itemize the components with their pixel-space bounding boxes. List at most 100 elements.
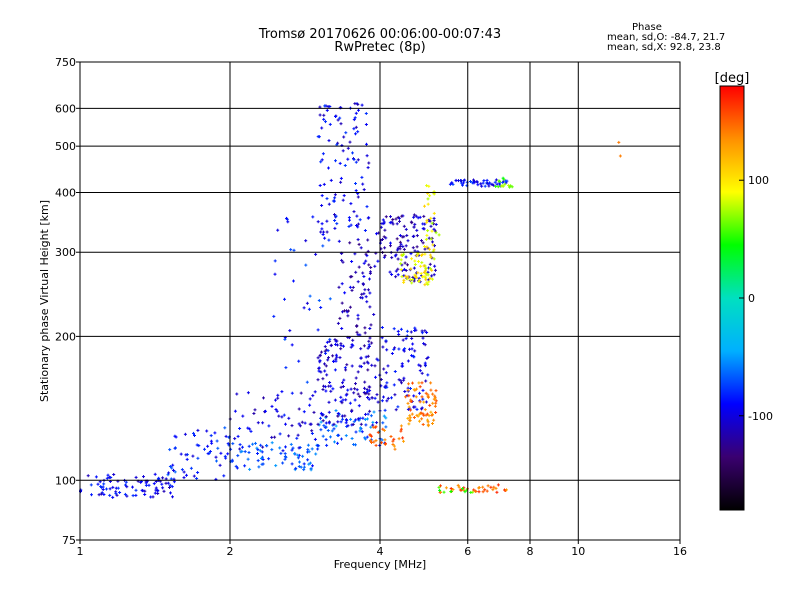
data-point xyxy=(410,347,414,351)
data-point xyxy=(394,269,398,273)
data-point xyxy=(399,327,403,331)
data-point xyxy=(321,388,325,391)
data-point xyxy=(289,442,293,446)
data-point xyxy=(396,215,400,219)
data-point xyxy=(158,479,162,483)
data-point xyxy=(100,491,104,495)
data-point xyxy=(168,483,172,487)
data-point xyxy=(394,275,398,279)
data-point xyxy=(373,396,377,400)
data-point xyxy=(463,178,467,182)
data-point xyxy=(424,391,428,395)
data-point xyxy=(398,234,402,237)
data-point xyxy=(102,493,106,496)
data-point xyxy=(374,375,377,379)
data-point xyxy=(290,462,294,466)
data-point xyxy=(480,184,484,188)
data-point xyxy=(349,387,353,391)
data-point xyxy=(355,388,359,392)
data-point xyxy=(333,219,337,222)
data-point xyxy=(398,245,402,248)
data-point xyxy=(316,220,320,224)
data-point xyxy=(324,425,328,429)
data-point xyxy=(389,244,392,248)
data-point xyxy=(396,273,400,277)
data-point xyxy=(189,466,193,470)
data-point xyxy=(366,390,369,394)
data-point xyxy=(111,485,115,489)
data-point xyxy=(426,393,430,397)
data-point xyxy=(433,229,437,233)
data-point xyxy=(297,407,301,411)
data-point xyxy=(402,348,406,352)
data-point xyxy=(147,483,151,487)
data-point xyxy=(306,458,310,462)
data-point xyxy=(336,321,340,325)
data-point xyxy=(321,152,325,156)
data-point xyxy=(344,368,348,372)
data-point xyxy=(328,381,332,384)
data-point xyxy=(502,177,506,181)
data-point xyxy=(430,274,434,278)
data-point xyxy=(335,222,339,226)
data-point xyxy=(279,451,283,455)
data-point xyxy=(402,278,406,282)
data-point xyxy=(334,159,337,163)
data-point xyxy=(349,223,353,227)
x-axis-label: Frequency [MHz] xyxy=(334,558,426,571)
data-point xyxy=(408,414,412,418)
data-point xyxy=(293,452,296,456)
data-point xyxy=(366,412,370,416)
data-point xyxy=(327,202,331,206)
data-point xyxy=(418,391,421,395)
data-point xyxy=(403,390,407,393)
data-point xyxy=(327,238,331,242)
grid-lines xyxy=(80,62,680,540)
data-point xyxy=(365,142,368,146)
data-point xyxy=(412,213,416,217)
data-point xyxy=(412,225,416,229)
data-point xyxy=(341,417,344,421)
data-point xyxy=(105,476,109,480)
data-point xyxy=(369,438,373,442)
data-point xyxy=(252,412,256,415)
data-point xyxy=(417,363,421,367)
data-point xyxy=(229,447,233,451)
data-point xyxy=(325,108,329,112)
data-point xyxy=(281,449,285,453)
data-point xyxy=(331,199,335,203)
data-point xyxy=(254,441,257,445)
data-point xyxy=(399,379,403,383)
data-point xyxy=(108,487,112,491)
data-point xyxy=(365,360,369,364)
data-point xyxy=(418,215,422,219)
data-point xyxy=(218,463,222,467)
data-point xyxy=(396,329,400,333)
data-point xyxy=(185,473,188,477)
data-point xyxy=(473,180,476,184)
data-point xyxy=(302,462,306,466)
data-point xyxy=(357,108,360,112)
data-point xyxy=(327,421,331,425)
data-point xyxy=(339,420,343,424)
data-point xyxy=(324,364,328,368)
data-point xyxy=(328,105,332,108)
data-point xyxy=(403,347,407,351)
data-point xyxy=(413,405,417,409)
data-point xyxy=(139,480,143,483)
data-point xyxy=(432,418,436,422)
data-point xyxy=(397,333,401,336)
data-point xyxy=(412,355,416,359)
data-point xyxy=(404,395,408,399)
phase-stats-x-mode: mean, sd,X: 92.8, 23.8 xyxy=(607,42,721,53)
data-point xyxy=(376,358,380,362)
data-point xyxy=(424,400,428,404)
data-point xyxy=(278,446,282,450)
data-point xyxy=(361,282,365,286)
data-point xyxy=(292,279,295,283)
data-point xyxy=(318,360,322,364)
x-tick-label: 16 xyxy=(673,545,687,558)
data-point xyxy=(360,292,364,296)
data-point xyxy=(462,486,466,490)
data-point xyxy=(241,414,245,418)
